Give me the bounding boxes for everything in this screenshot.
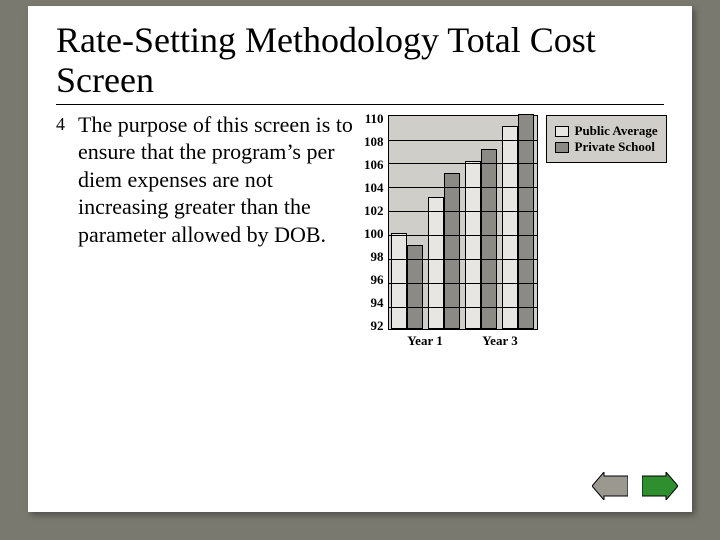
y-tick-label: 98 <box>364 249 384 265</box>
legend-label: Private School <box>575 140 656 154</box>
plot-outer: Year 1 Year 3 <box>388 115 538 348</box>
y-tick-label: 100 <box>364 226 384 242</box>
y-tick-label: 104 <box>364 180 384 196</box>
gridline <box>389 235 537 236</box>
bars-container <box>389 116 537 329</box>
legend-item: Private School <box>555 140 658 154</box>
next-slide-button[interactable] <box>642 472 678 500</box>
legend-swatch <box>555 126 569 137</box>
gridline <box>389 283 537 284</box>
y-tick-label: 94 <box>364 295 384 311</box>
bar <box>428 197 444 328</box>
gridline <box>389 307 537 308</box>
legend-swatch <box>555 142 569 153</box>
bar <box>444 173 460 328</box>
x-tick-label: Year 1 <box>403 334 447 348</box>
gridline <box>389 140 537 141</box>
y-tick-label: 92 <box>364 318 384 334</box>
bullet-glyph: 4 <box>56 111 78 249</box>
legend-item: Public Average <box>555 124 658 138</box>
chart-zone: 11010810610410210098969492 Year 1Year 3 … <box>364 111 682 348</box>
gridline <box>389 163 537 164</box>
bullet-text: The purpose of this screen is to ensure … <box>78 111 356 249</box>
x-axis-labels: Year 1 Year 3 <box>388 330 538 348</box>
page-title: Rate-Setting Methodology Total Cost Scre… <box>56 20 664 101</box>
title-block: Rate-Setting Methodology Total Cost Scre… <box>28 6 692 105</box>
gridline <box>389 187 537 188</box>
bar <box>407 245 423 329</box>
bar-group <box>428 173 460 328</box>
nav-controls <box>592 472 678 500</box>
bar <box>518 114 534 329</box>
y-axis-labels: 110 108 106 104 102 100 98 96 94 92 <box>364 111 388 334</box>
body-row: 4 The purpose of this screen is to ensur… <box>28 105 692 348</box>
gridline <box>389 211 537 212</box>
bar-group <box>502 114 534 329</box>
chart-legend: Public Average Private School <box>546 115 667 164</box>
bar-chart: 11010810610410210098969492 Year 1Year 3 … <box>364 115 667 348</box>
bar-group <box>391 233 423 329</box>
y-tick-label: 102 <box>364 203 384 219</box>
y-tick-label: 96 <box>364 272 384 288</box>
bar <box>391 233 407 329</box>
x-tick-label: Year 3 <box>478 334 522 348</box>
bullet-item: 4 The purpose of this screen is to ensur… <box>56 111 356 249</box>
slide: Rate-Setting Methodology Total Cost Scre… <box>28 6 692 512</box>
gridline <box>389 259 537 260</box>
legend-label: Public Average <box>575 124 658 138</box>
y-tick-label: 110 <box>364 111 384 127</box>
plot-area <box>388 115 538 330</box>
bar <box>481 149 497 328</box>
prev-slide-button[interactable] <box>592 472 628 500</box>
bullet-list: 4 The purpose of this screen is to ensur… <box>56 111 356 348</box>
y-tick-label: 106 <box>364 157 384 173</box>
bar <box>502 126 518 329</box>
bar-group <box>465 149 497 328</box>
y-tick-label: 108 <box>364 134 384 150</box>
